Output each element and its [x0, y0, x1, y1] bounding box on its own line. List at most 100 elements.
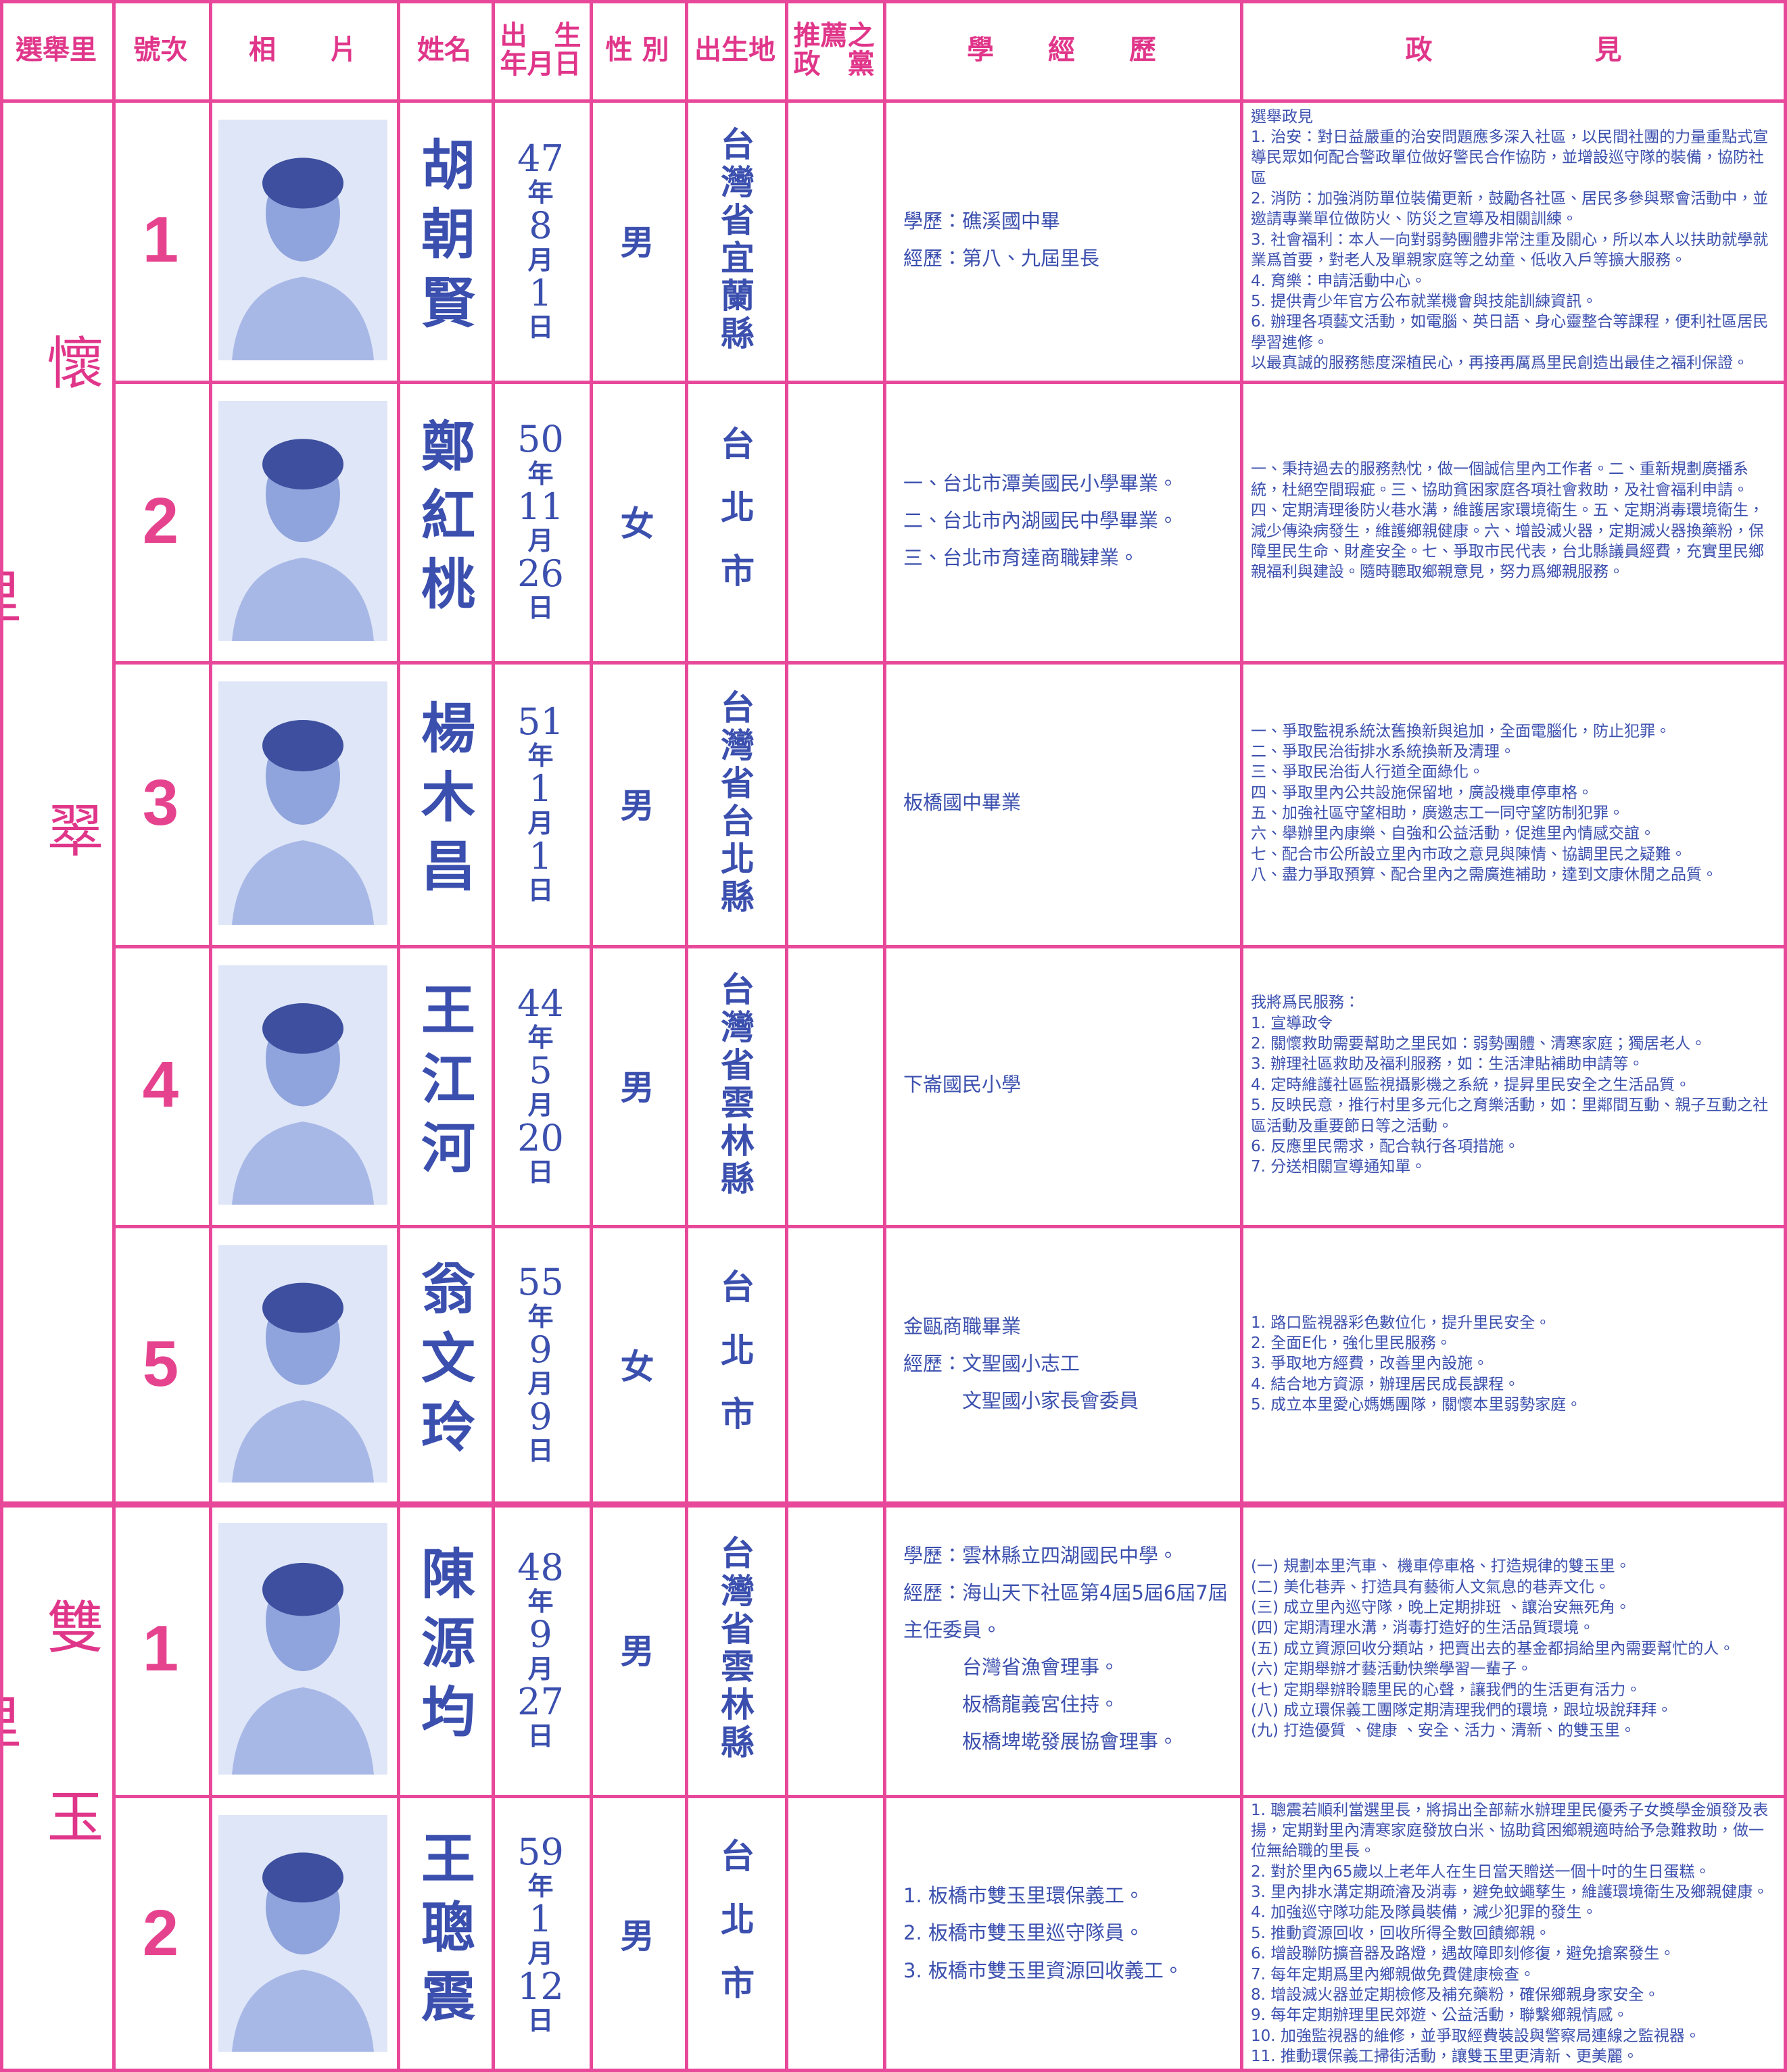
birth-part: 月	[527, 1368, 554, 1399]
photo-silhouette	[232, 158, 374, 360]
birth-part: 日	[527, 1435, 554, 1466]
birthplace: 台灣省雲林縣	[715, 971, 755, 1199]
birth-part: 日	[527, 1720, 554, 1751]
education: 一、台北市潭美國民小學畢業。 二、台北市內湖國民中學畢業。 三、台北市育達商職肄業。	[883, 381, 1240, 661]
platform-item: 5. 提供青少年官方公布就業機會與技能訓練資訊。	[1251, 292, 1598, 310]
header-cell: 選舉里	[16, 33, 97, 66]
gender: 男	[620, 1916, 654, 1956]
education-line: 2. 板橋市雙玉里巡守隊員。	[903, 1921, 1144, 1945]
candidate-photo	[218, 1523, 387, 1775]
education-line: 下崙國民小學	[903, 1073, 1022, 1097]
rule	[685, 0, 688, 2072]
birth-part: 日	[527, 2004, 554, 2035]
candidate-number: 1	[142, 1612, 179, 1685]
rule	[785, 0, 788, 2072]
platform-item: 1. 宣導政令	[1251, 1014, 1333, 1032]
platform-item: 一、爭取監視系統汰舊換新與追加，全面電腦化，防止犯罪。	[1251, 722, 1671, 740]
birth-part: 年	[527, 1022, 554, 1053]
platform-item: (五) 成立資源回收分類站，把賣出去的基金都捐給里內需要幫忙的人。	[1251, 1639, 1735, 1658]
education-line: 金甌商職畢業	[903, 1314, 1022, 1338]
platform-item: 選舉政見	[1251, 107, 1313, 126]
candidate-number: 2	[142, 1897, 179, 1969]
platform-item: (二) 美化巷弄、打造具有藝術人文氣息的巷弄文化。	[1251, 1578, 1611, 1596]
birth-part: 1	[529, 834, 552, 877]
header-cell: 號次	[133, 33, 188, 66]
birthplace: 台北市	[715, 1268, 755, 1460]
rule	[0, 99, 1787, 103]
platform-item: 11. 推動環保義工掃街活動，讓雙玉里更清新、更美麗。	[1251, 2047, 1638, 2065]
education-line: 板橋龍義宮住持。	[903, 1693, 1120, 1716]
gender: 男	[620, 1067, 654, 1107]
platform-item: 2. 關懷救助需要幫助之里民如：弱勢團體、清寒家庭；獨居老人。	[1251, 1035, 1707, 1053]
platform-item: 8. 增設滅火器並定期檢修及補充藥粉，確保鄉親身家安全。	[1251, 1985, 1660, 2004]
platform-item: 4. 定時維護社區監視攝影機之系統，提昇里民安全之生活品質。	[1251, 1076, 1691, 1094]
party	[785, 1225, 883, 1503]
platform-item: 9. 每年定期辦理里民郊遊、公益活動，聯繫鄉親情感。	[1251, 2006, 1629, 2025]
education-line: 經歷：第八、九屆里長	[903, 247, 1100, 270]
birth-part: 年	[527, 177, 554, 208]
platform: 我將爲民服務： 1. 宣導政令 2. 關懷救助需要幫助之里民如：弱勢團體、清寒家庭；…	[1240, 945, 1787, 1225]
party	[785, 1795, 883, 2072]
platform-item: 10. 加強監視器的維修，並爭取經費裝設與警察局連線之監視器。	[1251, 2027, 1700, 2045]
birth-part: 12	[517, 1965, 564, 2008]
birthplace: 台灣省雲林縣	[715, 1535, 755, 1762]
birthplace: 台北市	[715, 425, 755, 617]
header-cell: 相 片	[249, 33, 357, 66]
party	[785, 381, 883, 661]
birth-date: 50 年 11 月 26 日	[492, 381, 590, 661]
platform-item: 2. 消防：加強消防單位裝備更新，鼓勵各社區、居民多參與聚會活動中，並邀請專業單…	[1251, 190, 1769, 228]
platform-item: 6. 增設聯防擴音器及路燈，遇故障即刻修復，避免搶案發生。	[1251, 1945, 1675, 1963]
header-cell: 性 別	[605, 33, 669, 66]
gender: 女	[620, 1346, 654, 1387]
rule	[492, 0, 495, 2072]
birth-part: 月	[527, 1653, 554, 1684]
party	[785, 1503, 883, 1795]
platform: 1. 路口監視器彩色數位化，提升里民安全。 2. 全面E化，強化里民服務。 3. 爭…	[1240, 1225, 1787, 1503]
platform-item: 八、盡力爭取預算、配合里內之需廣進補助，達到文康休閒之品質。	[1251, 866, 1717, 884]
photo-silhouette	[232, 1852, 374, 2052]
birthplace: 台北市	[715, 1838, 755, 2029]
candidate-name: 陳源均	[412, 1545, 476, 1752]
gender: 男	[620, 1631, 654, 1671]
birth-part: 50	[517, 418, 564, 461]
birth-part: 日	[527, 311, 554, 342]
header-cell: 政 見	[1405, 33, 1622, 66]
education-line: 台灣省漁會理事。	[903, 1656, 1120, 1679]
candidate-photo	[218, 965, 387, 1205]
platform-item: 7. 分送相關宣導通知單。	[1251, 1158, 1427, 1176]
birth-part: 47	[517, 137, 564, 180]
birth-date: 47 年 8 月 1 日	[492, 99, 590, 381]
header-cell: 出 生 年月日	[500, 19, 581, 80]
rule	[1784, 0, 1787, 2072]
platform-item: (八) 成立環保義工團隊定期清理我們的環境，跟垃圾說拜拜。	[1251, 1701, 1673, 1719]
platform-item: 3. 社會福利：本人一向對弱勢團體非常注重及關心，所以本人以扶助就學就業爲首要，…	[1251, 231, 1769, 270]
birth-part: 20	[517, 1116, 564, 1159]
platform: 一、爭取監視系統汰舊換新與追加，全面電腦化，防止犯罪。 二、爭取民治街排水系統換新…	[1240, 661, 1787, 945]
birth-part: 51	[517, 700, 564, 743]
education: 學歷：礁溪國中畢 經歷：第八、九屆里長	[883, 99, 1240, 381]
gender: 男	[620, 786, 654, 825]
education: 金甌商職畢業 經歷：文聖國小志工 文聖國小家長會委員	[883, 1225, 1240, 1503]
birth-part: 年	[527, 1871, 554, 1902]
gender: 男	[620, 222, 654, 262]
platform-item: 六、舉辦里內康樂、自強和公益活動，促進里內情感交誼。	[1251, 825, 1655, 843]
rule	[0, 0, 1787, 3]
platform-item: 3. 辦理社區救助及福利服務，如：生活津貼補助申請等。	[1251, 1055, 1644, 1074]
birth-part: 年	[527, 458, 554, 489]
rule	[112, 1225, 1787, 1228]
platform-item: 5. 成立本里愛心媽媽團隊，關懷本里弱勢家庭。	[1251, 1396, 1582, 1414]
platform: 選舉政見 1. 治安：對日益嚴重的治安問題應多深入社區，以民間社團的力量重點式宣導…	[1240, 99, 1787, 381]
rule	[112, 1795, 1787, 1798]
platform-item: (七) 定期舉辦聆聽里民的心聲，讓我們的生活更有活力。	[1251, 1681, 1642, 1699]
birth-part: 11	[517, 485, 564, 528]
rule	[883, 0, 886, 2072]
header-cell: 姓名	[417, 33, 471, 66]
header-cell: 學 經 歷	[967, 33, 1156, 66]
birth-part: 5	[529, 1049, 552, 1092]
photo-silhouette	[232, 720, 374, 925]
rule	[1240, 0, 1243, 2072]
platform-item: 3. 爭取地方經費，改善里內設施。	[1251, 1355, 1489, 1373]
birth-date: 48 年 9 月 27 日	[492, 1503, 590, 1795]
education-line: 1. 板橋市雙玉里環保義工。	[903, 1884, 1144, 1908]
